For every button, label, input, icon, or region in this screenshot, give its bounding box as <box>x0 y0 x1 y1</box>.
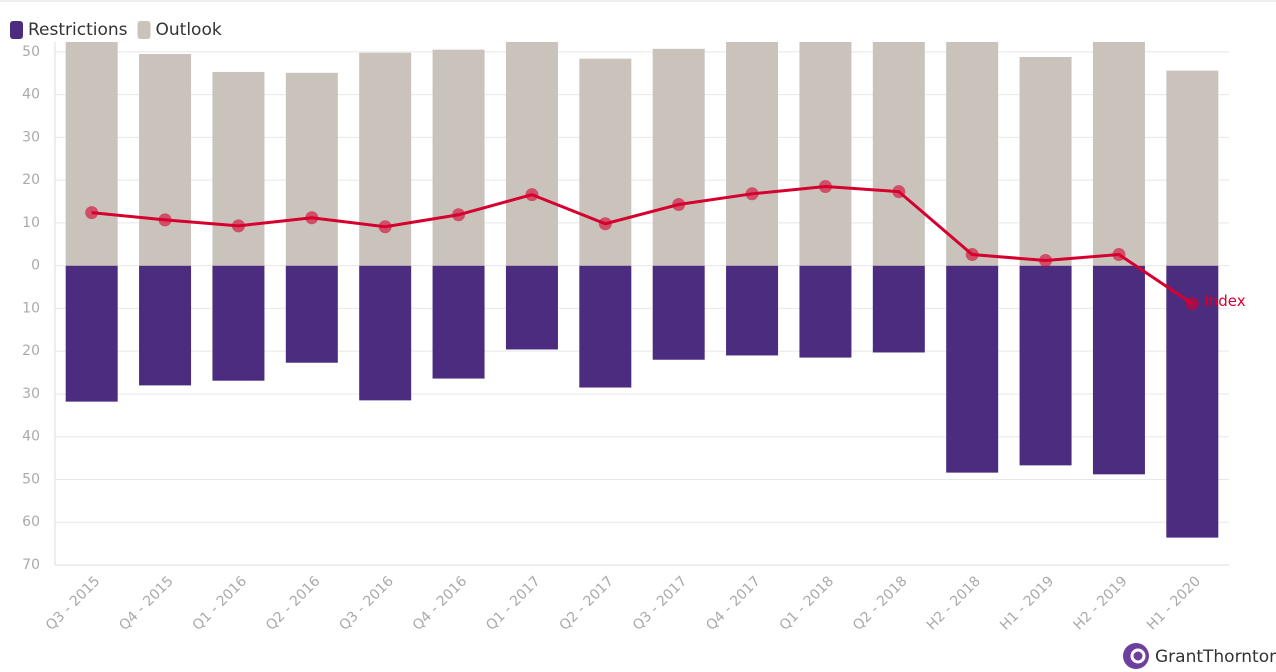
index-point <box>1185 297 1199 311</box>
top-border <box>0 0 1276 2</box>
bar <box>505 265 558 350</box>
legend-label: Outlook <box>156 20 222 40</box>
bar <box>579 265 632 388</box>
index-line <box>91 185 1194 305</box>
bar <box>432 265 485 379</box>
x-tick-label: Q2 - 2016 <box>263 573 324 634</box>
index-point <box>525 188 539 202</box>
index-point <box>305 211 319 225</box>
x-tick-label: Q3 - 2016 <box>336 573 397 634</box>
bar <box>1019 265 1072 466</box>
x-tick-label: Q2 - 2018 <box>850 573 910 633</box>
index-point <box>745 187 759 201</box>
bar <box>505 42 558 266</box>
bar <box>139 265 192 386</box>
line-label: Index <box>1204 292 1245 310</box>
x-tick-label: H2 - 2019 <box>1070 573 1130 633</box>
bar <box>432 49 485 266</box>
bar <box>652 265 705 360</box>
bar <box>872 265 925 353</box>
brand: GrantThornton <box>1155 647 1276 667</box>
x-tick-label: H1 - 2019 <box>997 573 1057 633</box>
legend-swatch <box>137 21 151 39</box>
y-tick-label: 30 <box>22 129 40 145</box>
bar <box>65 265 118 402</box>
x-tick-label: Q4 - 2016 <box>410 573 471 634</box>
bar <box>652 48 705 266</box>
bar <box>139 53 192 266</box>
index-point <box>1039 254 1053 268</box>
y-tick-label: 40 <box>22 87 40 103</box>
x-tick-label: Q1 - 2018 <box>777 573 837 633</box>
bar <box>799 42 852 266</box>
y-tick-label: 20 <box>22 172 40 188</box>
y-tick-label: 60 <box>22 514 40 530</box>
index-point <box>452 208 466 222</box>
bar <box>359 265 412 401</box>
x-tick-label: Q1 - 2017 <box>483 573 543 633</box>
index-point <box>1112 248 1126 262</box>
bar <box>1092 42 1145 266</box>
bar <box>726 42 779 266</box>
bar <box>946 42 999 266</box>
bar <box>1166 70 1219 266</box>
bar <box>65 42 118 266</box>
index-point <box>818 180 832 194</box>
bar <box>1019 56 1072 266</box>
y-tick-label: 20 <box>22 343 40 359</box>
bar <box>946 265 999 473</box>
x-tick-label: Q1 - 2016 <box>190 573 251 634</box>
y-tick-label: 50 <box>22 44 40 60</box>
bar <box>285 72 338 266</box>
index-point <box>378 220 392 234</box>
y-tick-label: 70 <box>22 557 40 573</box>
y-tick-label: 50 <box>22 471 40 487</box>
index-point <box>892 185 906 199</box>
legend-swatch <box>10 21 23 39</box>
bar <box>726 265 779 356</box>
y-tick-label: 30 <box>22 386 40 402</box>
bar <box>212 265 265 381</box>
x-tick-label: Q4 - 2017 <box>703 573 763 633</box>
index-point <box>85 206 99 220</box>
bar <box>212 71 265 266</box>
bar <box>285 265 338 363</box>
bar <box>872 42 925 266</box>
y-tick-label: 0 <box>31 258 40 274</box>
logo: GrantThornton <box>1123 643 1276 669</box>
x-tick-label: H2 - 2018 <box>924 573 984 633</box>
x-tick-label: Q3 - 2015 <box>43 573 103 633</box>
index-point <box>965 248 979 262</box>
logo-icon-inner <box>1130 648 1146 664</box>
logo-icon <box>1123 643 1149 669</box>
index-point <box>158 213 172 227</box>
index-point <box>598 217 612 231</box>
x-tick-label: Q3 - 2017 <box>630 573 690 633</box>
y-tick-label: 10 <box>22 300 40 316</box>
plot-area <box>65 42 1219 538</box>
bar <box>579 58 632 266</box>
x-tick-label: Q4 - 2015 <box>116 573 176 633</box>
bar <box>799 265 852 358</box>
x-tick-label: H1 - 2020 <box>1144 573 1204 633</box>
y-tick-label: 40 <box>22 429 40 445</box>
bar <box>1092 265 1145 475</box>
legend-label: Restrictions <box>28 20 128 40</box>
y-tick-label: 10 <box>22 215 40 231</box>
index-point <box>672 198 686 212</box>
index-point <box>231 219 245 233</box>
x-tick-label: Q2 - 2017 <box>557 573 617 633</box>
bar <box>1166 265 1219 538</box>
bar <box>359 52 412 266</box>
